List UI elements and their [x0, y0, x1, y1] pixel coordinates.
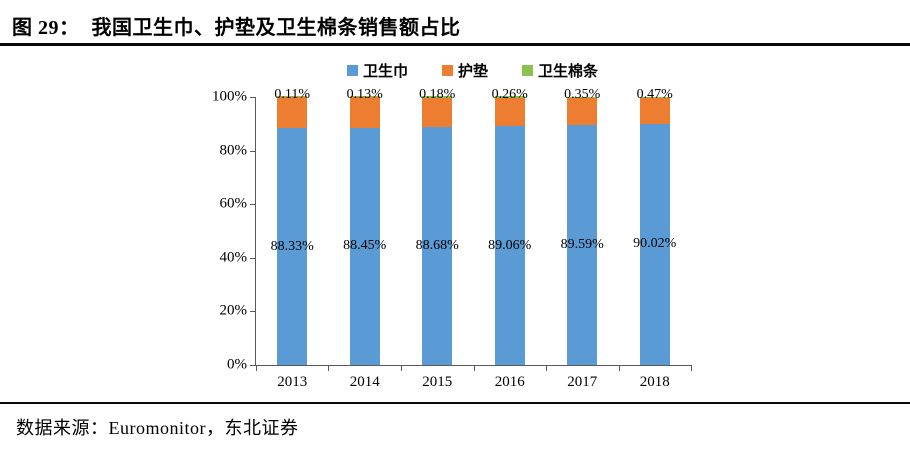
bar-value-label-sanitary-napkin: 89.59% — [560, 236, 604, 252]
bar-segment-tampon — [639, 96, 670, 99]
figure-title-text: 我国卫生巾、护垫及卫生棉条销售额占比 — [91, 17, 461, 39]
bar-segment-tampon — [349, 96, 380, 98]
y-axis-tick-mark — [250, 150, 256, 152]
y-axis-tick-mark — [250, 97, 256, 98]
bar-segment-pantiliner — [422, 97, 453, 128]
legend-label: 护垫 — [457, 64, 488, 80]
x-axis-tick-mark — [691, 365, 692, 371]
y-axis-tick-mark — [250, 257, 256, 259]
stacked-bar — [277, 96, 308, 365]
bar-segment-sanitary-napkin — [349, 127, 380, 365]
plot-area: 0% 20% 40% 60% 80% 100% 88.33% 0.11% 2013 88.45% 0… — [212, 88, 692, 390]
x-axis-category-label: 2015 — [422, 374, 453, 390]
chart-legend: 卫生巾 护垫 卫生棉条 — [255, 60, 690, 81]
legend-item-tampon: 卫生棉条 — [522, 60, 598, 81]
y-axis-tick-label: 40% — [219, 249, 248, 266]
bar-segment-tampon — [567, 96, 598, 98]
x-axis-category-label: 2018 — [639, 374, 670, 390]
bar-segment-pantiliner — [567, 97, 598, 125]
figure-number-label: 图 29： — [12, 17, 80, 39]
stacked-bar — [639, 96, 670, 365]
stacked-bar — [349, 96, 380, 365]
y-axis-tick-label: 0% — [227, 356, 247, 373]
stacked-bar — [422, 96, 453, 365]
x-axis-tick-mark — [473, 365, 475, 371]
legend-item-sanitary-napkin: 卫生巾 — [346, 60, 408, 81]
legend-swatch-sanitary-napkin — [346, 65, 358, 76]
legend-label: 卫生巾 — [362, 64, 408, 80]
bar-value-label-tampon: 0.35% — [564, 87, 601, 102]
category-slot: 88.45% 0.13% 2014 — [328, 88, 400, 390]
title-divider-rule — [0, 43, 910, 46]
figure-title: 图 29： 我国卫生巾、护垫及卫生棉条销售额占比 — [12, 11, 461, 40]
y-axis-tick-mark — [250, 204, 256, 206]
x-axis-category-label: 2017 — [567, 374, 598, 390]
y-axis-tick-label: 100% — [212, 88, 247, 105]
x-axis-category-label: 2014 — [349, 374, 380, 390]
bar-segment-sanitary-napkin — [277, 128, 308, 365]
legend-item-pantiliner: 护垫 — [441, 60, 488, 81]
x-axis-category-label: 2013 — [277, 374, 308, 390]
x-axis-category-label: 2016 — [494, 374, 525, 390]
bar-segment-pantiliner — [639, 98, 670, 124]
legend-swatch-pantiliner — [441, 65, 453, 76]
x-axis-tick-mark — [545, 365, 547, 371]
bar-value-label-sanitary-napkin: 88.68% — [415, 238, 459, 254]
bar-segment-sanitary-napkin — [422, 127, 453, 365]
stacked-bar — [494, 96, 525, 365]
category-slot: 89.59% 0.35% 2017 — [546, 88, 618, 390]
x-axis-tick-mark — [256, 365, 257, 371]
bar-value-label-sanitary-napkin: 89.06% — [488, 237, 532, 253]
x-axis-tick-mark — [328, 365, 330, 371]
data-source-note: 数据来源：Euromonitor，东北证券 — [16, 418, 299, 438]
bar-value-label-tampon: 0.18% — [419, 87, 456, 102]
bar-segment-tampon — [277, 96, 308, 98]
bar-segment-sanitary-napkin — [639, 123, 670, 365]
y-axis-tick-label: 20% — [219, 302, 248, 319]
bar-value-label-tampon: 0.11% — [274, 87, 311, 102]
bar-segment-pantiliner — [277, 97, 308, 129]
bar-segment-tampon — [422, 96, 453, 98]
x-axis-tick-mark — [618, 365, 620, 371]
legend-label: 卫生棉条 — [538, 64, 599, 80]
bar-segment-sanitary-napkin — [567, 124, 598, 365]
y-axis-tick-mark — [250, 365, 256, 366]
x-axis-tick-mark — [400, 365, 402, 371]
bar-value-label-tampon: 0.13% — [346, 87, 383, 102]
category-slot: 90.02% 0.47% 2018 — [619, 88, 691, 390]
category-slot: 88.33% 0.11% 2013 — [256, 88, 328, 390]
bar-value-label-sanitary-napkin: 88.45% — [343, 238, 387, 254]
stacked-bar — [567, 96, 598, 365]
category-slot: 89.06% 0.26% 2016 — [474, 88, 546, 390]
bar-segment-tampon — [494, 96, 525, 98]
bar-value-label-sanitary-napkin: 90.02% — [633, 236, 677, 252]
y-axis-tick-mark — [250, 311, 256, 313]
category-slot: 88.68% 0.18% 2015 — [401, 88, 473, 390]
y-axis-tick-label: 80% — [219, 142, 248, 159]
bar-segment-sanitary-napkin — [494, 126, 525, 365]
legend-swatch-tampon — [522, 65, 533, 76]
bar-value-label-tampon: 0.26% — [491, 87, 528, 102]
y-axis-tick-label: 60% — [219, 195, 248, 212]
bar-segment-pantiliner — [494, 97, 525, 127]
footer-divider-rule — [0, 402, 910, 404]
bar-value-label-tampon: 0.47% — [636, 87, 673, 102]
bar-segment-pantiliner — [349, 97, 380, 128]
bar-value-label-sanitary-napkin: 88.33% — [270, 238, 314, 254]
